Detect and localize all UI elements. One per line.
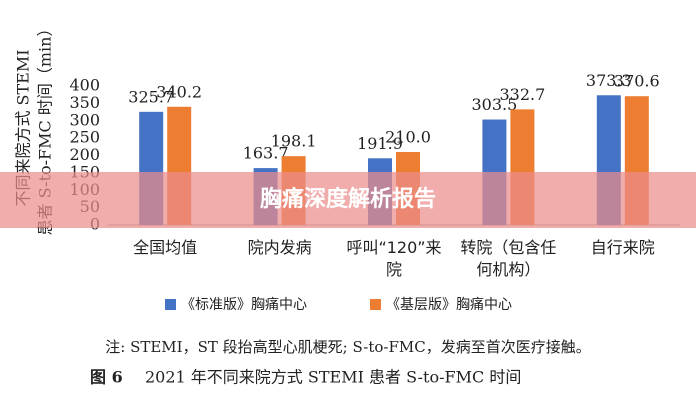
value-label: 332.7 bbox=[499, 85, 545, 104]
x-tick-label: 全国均值 bbox=[133, 238, 198, 257]
caption: 2021 年不同来院方式 STEMI 患者 S-to-FMC 时间 bbox=[145, 368, 521, 387]
x-tick-label-box: 院内发病 bbox=[247, 238, 312, 257]
y-tick-label: 300 bbox=[69, 110, 100, 129]
value-label: 210.0 bbox=[385, 128, 431, 147]
x-tick-label-box: 自行来院 bbox=[590, 238, 655, 257]
value-label: 303.5 bbox=[471, 95, 517, 114]
y-tick-label: 350 bbox=[69, 93, 100, 112]
y-tick-label: 200 bbox=[69, 145, 100, 164]
x-tick-label: 自行来院 bbox=[590, 238, 655, 257]
x-tick-label-box: 全国均值 bbox=[133, 238, 198, 257]
legend-swatch bbox=[165, 299, 176, 310]
value-label: 340.2 bbox=[156, 82, 202, 101]
y-tick-label: 250 bbox=[69, 128, 100, 147]
legend-swatch bbox=[370, 299, 381, 310]
value-label: 191.9 bbox=[357, 134, 403, 153]
value-label: 325.7 bbox=[128, 87, 174, 106]
x-tick-label: 院内发病 bbox=[247, 238, 312, 257]
value-label: 163.7 bbox=[243, 144, 289, 163]
legend-label: 《基层版》胸痛中心 bbox=[386, 296, 512, 313]
x-tick-label-box: 转院（包含任何机构） bbox=[460, 238, 557, 279]
banner bbox=[0, 172, 696, 228]
legend-label: 《标准版》胸痛中心 bbox=[181, 296, 307, 313]
x-tick-label-box: 呼叫“120”来院 bbox=[346, 238, 442, 279]
banner-title: 胸痛深度解析报告 bbox=[260, 186, 436, 212]
value-label: 198.1 bbox=[271, 132, 317, 151]
x-tick-label: 转院（包含任何机构） bbox=[460, 238, 557, 279]
y-tick-label: 400 bbox=[69, 76, 100, 95]
y-axis-label: 不同来院方式 STEMI bbox=[14, 49, 33, 206]
value-label: 370.6 bbox=[614, 72, 660, 91]
note: 注: STEMI，ST 段抬高型心肌梗死; S-to-FMC，发病至首次医疗接触… bbox=[105, 338, 590, 356]
caption-label: 图 6 bbox=[90, 368, 123, 387]
x-tick-label: 呼叫“120”来院 bbox=[346, 238, 442, 279]
value-label: 373.3 bbox=[586, 71, 632, 90]
